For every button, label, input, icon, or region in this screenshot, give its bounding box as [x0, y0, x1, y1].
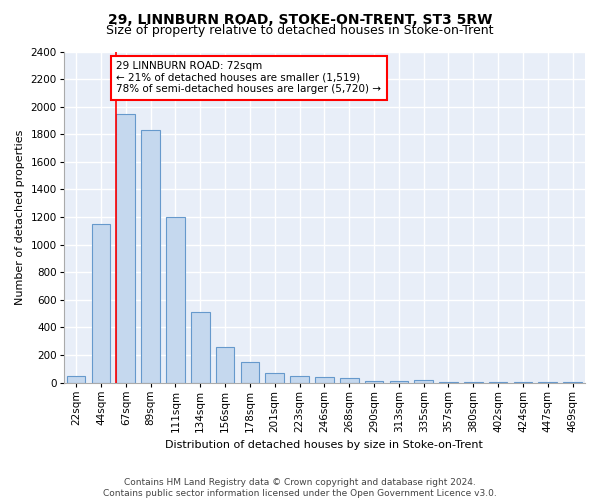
Bar: [290, 376, 309, 382]
Text: Size of property relative to detached houses in Stoke-on-Trent: Size of property relative to detached ho…: [106, 24, 494, 37]
Bar: [415, 380, 433, 382]
Text: 29, LINNBURN ROAD, STOKE-ON-TRENT, ST3 5RW: 29, LINNBURN ROAD, STOKE-ON-TRENT, ST3 5…: [108, 12, 492, 26]
Bar: [142, 130, 160, 382]
Bar: [265, 373, 284, 382]
Bar: [365, 380, 383, 382]
Bar: [166, 217, 185, 382]
Bar: [191, 312, 209, 382]
Bar: [315, 377, 334, 382]
Bar: [116, 114, 135, 382]
Text: 29 LINNBURN ROAD: 72sqm
← 21% of detached houses are smaller (1,519)
78% of semi: 29 LINNBURN ROAD: 72sqm ← 21% of detache…: [116, 61, 382, 94]
Bar: [216, 346, 235, 382]
Text: Contains HM Land Registry data © Crown copyright and database right 2024.
Contai: Contains HM Land Registry data © Crown c…: [103, 478, 497, 498]
Bar: [67, 376, 85, 382]
Bar: [389, 381, 408, 382]
Y-axis label: Number of detached properties: Number of detached properties: [15, 130, 25, 304]
Bar: [340, 378, 359, 382]
X-axis label: Distribution of detached houses by size in Stoke-on-Trent: Distribution of detached houses by size …: [166, 440, 484, 450]
Bar: [92, 224, 110, 382]
Bar: [241, 362, 259, 382]
